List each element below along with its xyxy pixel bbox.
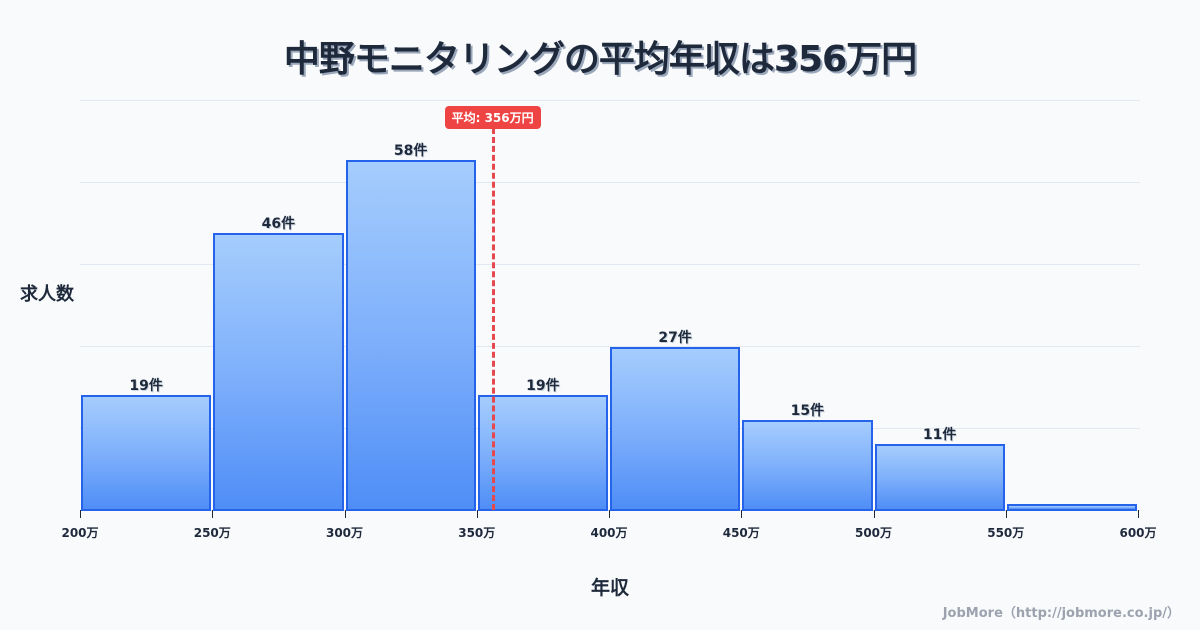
bar-value-label: 58件 [393,143,428,160]
gridline [80,182,1140,183]
chart-title: 中野モニタリングの平均年収は356万円 [283,39,917,80]
bar-value-label: 11件 [922,426,957,443]
histogram-bar[interactable] [213,232,344,511]
x-tick [476,510,478,518]
x-tick [344,510,346,518]
average-badge: 平均: 356万円 [444,106,541,129]
average-line [491,128,495,510]
x-tick [1005,510,1007,518]
x-tick [212,510,214,518]
x-tick-label: 450万 [722,526,760,540]
bar-value-label: 46件 [261,215,296,232]
histogram-bar[interactable] [81,395,212,511]
x-tick-label: 550万 [987,526,1025,540]
footer-credit: JobMore（http://jobmore.co.jp/） [942,606,1180,621]
gridline [80,100,1140,101]
x-tick [80,510,81,518]
bar-value-label: 19件 [129,378,163,395]
histogram-bar[interactable] [742,419,873,511]
bar-value-label: 19件 [526,378,560,395]
gridline [80,264,1140,265]
x-tick-label: 400万 [590,526,628,540]
x-tick-label: 600万 [1119,526,1157,540]
histogram-bar[interactable] [345,160,476,511]
histogram-bar[interactable] [610,347,741,511]
x-axis-label: 年収 [590,577,629,599]
bar-value-label: 27件 [658,330,692,347]
x-tick-label: 350万 [458,526,496,540]
x-tick [609,510,610,518]
histogram-bar[interactable] [874,443,1005,511]
x-tick [1138,510,1139,518]
bar-value-label: 15件 [790,402,825,419]
x-tick [873,510,875,518]
x-tick-label: 300万 [325,526,364,540]
x-tick [741,510,743,518]
histogram-bar[interactable] [477,395,608,511]
x-tick-label: 500万 [854,526,893,540]
y-axis-label: 求人数 [20,284,74,305]
x-tick-label: 250万 [193,526,231,540]
x-tick-label: 200万 [61,526,99,540]
histogram-bar[interactable] [1006,503,1137,511]
gridline [80,346,1140,347]
